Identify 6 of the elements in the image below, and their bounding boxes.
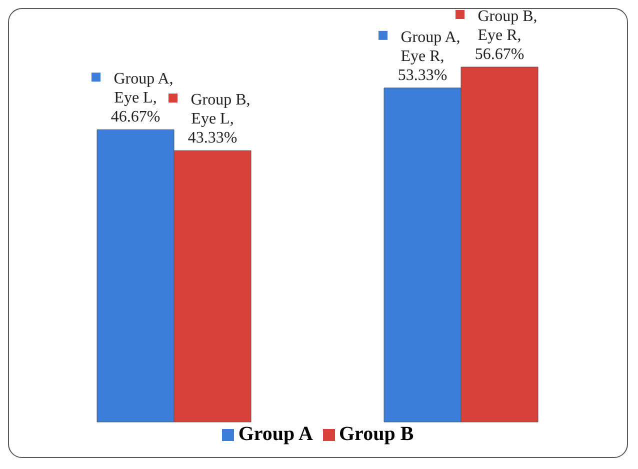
legend-label: Group B: [338, 423, 414, 446]
data-label: Group B, Eye L, 43.33%: [188, 92, 250, 147]
data-label: Group A, Eye R, 53.33%: [398, 28, 460, 84]
data-label: Group B, Eye R, 56.67%: [474, 8, 538, 63]
legend-label: Group A: [237, 423, 313, 446]
data-label: Group A, Eye L, 46.67%: [110, 70, 174, 126]
